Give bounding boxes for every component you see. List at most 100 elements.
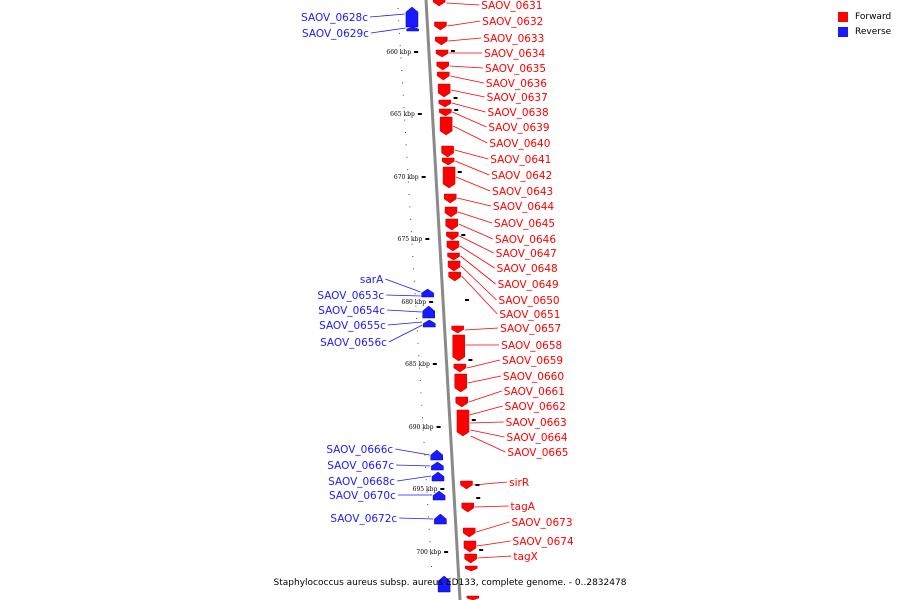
- forward-gene-label-saov-0632: SAOV_0632: [482, 16, 543, 28]
- forward-gene-label-saov-0665: SAOV_0665: [507, 447, 568, 459]
- forward-gene-leader: [464, 327, 499, 331]
- reverse-gene-feature: [406, 26, 419, 32]
- forward-gene-label-saov-0663: SAOV_0663: [506, 417, 567, 429]
- forward-gene-leader: [460, 265, 497, 301]
- forward-gene-label-saov-0650: SAOV_0650: [499, 295, 560, 307]
- scale-dot: [397, 8, 399, 9]
- forward-gene-feature: [437, 83, 451, 98]
- forward-gene-feature: [445, 218, 458, 231]
- axis-tick-label: 680 kbp: [401, 299, 426, 306]
- forward-gene-label-sirr: sirR: [509, 477, 529, 489]
- forward-gene-feature: [447, 252, 460, 261]
- legend: Forward Reverse: [838, 9, 891, 39]
- forward-gene-leader: [447, 20, 481, 27]
- reverse-gene-label-saov-0653c: SAOV_0653c: [317, 290, 384, 302]
- forward-gene-leader: [459, 235, 494, 254]
- forward-gene-label-saov-0633: SAOV_0633: [483, 33, 544, 45]
- feature-marker: [476, 497, 481, 499]
- forward-gene-label-saov-0648: SAOV_0648: [497, 263, 558, 275]
- axis-tick-mark: [417, 113, 422, 115]
- scale-dot: [421, 404, 423, 406]
- forward-gene-leader: [469, 421, 504, 424]
- forward-gene-feature: [460, 480, 473, 490]
- forward-gene-feature: [436, 61, 449, 71]
- forward-gene-feature: [464, 565, 478, 572]
- axis-tick-label: 665 kbp: [390, 111, 415, 118]
- genome-backbone: [424, 0, 462, 600]
- feature-marker: [471, 419, 476, 421]
- scale-dot: [422, 417, 424, 419]
- forward-gene-label-saov-0658: SAOV_0658: [501, 340, 562, 352]
- reverse-gene-leader: [385, 278, 421, 293]
- scale-dot: [402, 94, 404, 96]
- forward-gene-feature: [452, 334, 465, 362]
- reverse-gene-feature: [405, 6, 419, 28]
- reverse-gene-label-saov-0668c: SAOV_0668c: [328, 476, 395, 488]
- forward-gene-feature: [435, 36, 448, 46]
- forward-gene-feature: [442, 166, 456, 189]
- forward-gene-label-saov-0643: SAOV_0643: [492, 186, 553, 198]
- scale-dot: [413, 268, 415, 270]
- axis-tick-mark: [440, 488, 445, 490]
- forward-gene-feature: [448, 271, 461, 282]
- forward-gene-label-saov-0649: SAOV_0649: [498, 279, 559, 291]
- forward-gene-leader: [450, 75, 484, 84]
- reverse-gene-feature: [432, 490, 446, 501]
- reverse-gene-feature: [430, 449, 444, 461]
- reverse-gene-leader: [387, 321, 423, 326]
- forward-gene-feature: [447, 260, 461, 272]
- forward-gene-label-saov-0638: SAOV_0638: [488, 107, 549, 119]
- scale-dot: [401, 70, 403, 71]
- forward-gene-leader: [476, 540, 511, 547]
- forward-gene-leader: [452, 111, 487, 128]
- forward-gene-label-saov-0659: SAOV_0659: [502, 355, 563, 367]
- reverse-gene-feature: [437, 575, 451, 593]
- scale-dot: [430, 553, 432, 555]
- forward-gene-label-saov-0646: SAOV_0646: [495, 234, 556, 246]
- reverse-gene-leader: [395, 448, 430, 456]
- forward-gene-leader: [455, 176, 491, 192]
- scale-dot: [401, 82, 403, 84]
- forward-gene-leader: [477, 555, 512, 559]
- feature-marker: [453, 97, 458, 99]
- axis-tick-label: 690 kbp: [409, 424, 434, 431]
- reverse-gene-leader: [369, 13, 405, 18]
- reverse-gene-leader: [396, 464, 431, 467]
- forward-gene-label-saov-0664: SAOV_0664: [506, 432, 567, 444]
- forward-gene-label-saov-0635: SAOV_0635: [485, 63, 546, 75]
- forward-gene-leader: [470, 429, 505, 438]
- forward-gene-leader: [457, 197, 492, 207]
- scale-dot: [403, 107, 405, 109]
- forward-gene-label-taga: tagA: [511, 501, 536, 513]
- forward-gene-label-saov-0640: SAOV_0640: [489, 138, 550, 150]
- forward-gene-label-saov-0647: SAOV_0647: [496, 248, 557, 260]
- forward-gene-label-tagx: tagX: [513, 551, 537, 563]
- forward-gene-leader: [476, 521, 510, 533]
- reverse-gene-feature: [421, 288, 434, 298]
- scale-dot: [422, 429, 424, 431]
- forward-gene-leader: [458, 223, 494, 240]
- legend-label-forward: Forward: [855, 11, 892, 22]
- scale-dot: [399, 45, 401, 47]
- forward-gene-feature: [435, 49, 449, 58]
- feature-marker: [454, 109, 459, 111]
- forward-gene-label-saov-0674: SAOV_0674: [513, 536, 574, 548]
- scale-dot: [420, 392, 422, 394]
- forward-gene-leader: [451, 102, 486, 113]
- forward-gene-feature: [462, 527, 476, 538]
- forward-gene-feature: [441, 157, 455, 166]
- forward-gene-feature: [454, 373, 467, 393]
- scale-dot: [412, 256, 414, 257]
- axis-tick-label: 660 kbp: [386, 49, 411, 56]
- forward-gene-label-saov-0645: SAOV_0645: [494, 218, 555, 230]
- scale-dot: [415, 305, 417, 307]
- forward-gene-leader: [454, 160, 490, 176]
- forward-gene-feature: [461, 502, 475, 513]
- scale-dot: [419, 380, 421, 381]
- scale-dot: [427, 516, 429, 518]
- forward-gene-label-saov-0631: SAOV_0631: [481, 0, 542, 12]
- legend-label-reverse: Reverse: [855, 26, 892, 37]
- axis-tick-label: 675 kbp: [398, 236, 423, 243]
- forward-gene-feature: [464, 553, 477, 564]
- forward-gene-label-saov-0651: SAOV_0651: [499, 309, 560, 321]
